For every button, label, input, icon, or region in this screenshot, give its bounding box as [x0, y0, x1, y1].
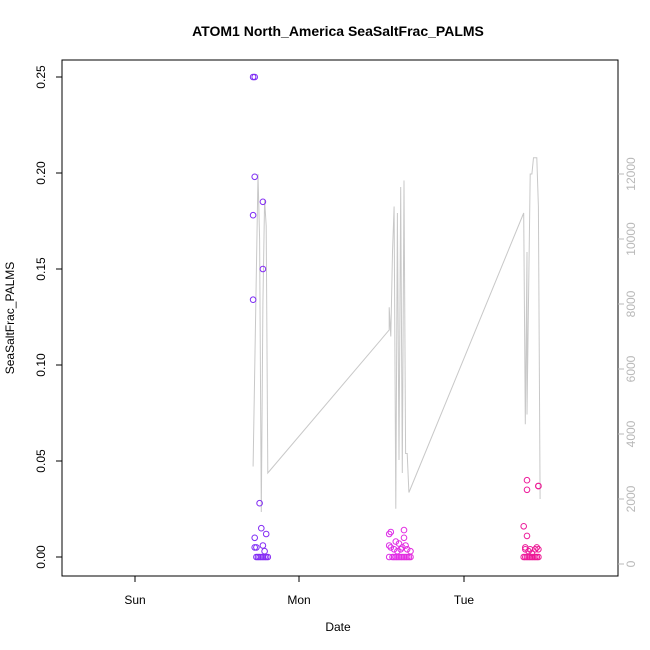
y-tick-label: 0.20 [34, 161, 48, 185]
y-axis-label: SeaSaltFrac_PALMS [3, 262, 17, 375]
data-point [249, 296, 257, 304]
data-point [251, 173, 258, 181]
scatter-points [249, 73, 542, 561]
x-tick-label: Sun [124, 593, 145, 607]
plot-frame [61, 59, 619, 577]
data-point [385, 530, 393, 538]
y2-tick-label: 2000 [624, 485, 638, 512]
x-axis: Sun Mon Tue [124, 576, 474, 607]
data-point [253, 544, 260, 551]
y-tick-label: 0.00 [34, 545, 48, 569]
data-point [533, 544, 541, 551]
altitude-line [252, 157, 541, 513]
data-point [403, 546, 411, 553]
y-axis-right: 0 2000 4000 6000 8000 10000 12000 [618, 157, 638, 567]
altitude-polyline [252, 157, 541, 513]
data-point [251, 73, 258, 81]
data-point [520, 523, 528, 530]
data-point [535, 553, 542, 561]
y-axis-left: 0.00 0.05 0.10 0.15 0.20 0.25 [34, 65, 62, 569]
y-tick-label: 0.05 [34, 449, 48, 473]
data-point [535, 482, 542, 490]
data-point [259, 198, 267, 206]
data-point [400, 534, 408, 542]
data-point [390, 546, 398, 553]
data-point [387, 544, 395, 551]
data-point [526, 546, 534, 553]
y-tick-label: 0.15 [34, 257, 48, 281]
y-tick-label: 0.25 [34, 65, 48, 89]
data-point [264, 553, 272, 561]
y2-tick-label: 8000 [624, 290, 638, 317]
data-point [523, 486, 531, 494]
data-point [522, 546, 529, 553]
data-point [251, 534, 258, 542]
data-point [402, 542, 409, 549]
x-tick-label: Mon [287, 593, 310, 607]
x-axis-label: Date [325, 620, 351, 634]
data-point [256, 499, 263, 507]
y2-tick-label: 6000 [624, 355, 638, 382]
data-point [523, 476, 531, 484]
data-point [523, 532, 531, 540]
data-point [258, 524, 265, 532]
data-point [259, 542, 267, 549]
data-point [400, 526, 408, 534]
y2-tick-label: 12000 [624, 157, 638, 191]
data-point [262, 530, 270, 538]
data-point [385, 542, 393, 549]
data-point [259, 265, 267, 273]
data-point [385, 553, 393, 561]
data-point [531, 546, 539, 553]
chart-title: ATOM1 North_America SeaSaltFrac_PALMS [192, 23, 484, 39]
y2-tick-label: 0 [624, 560, 638, 567]
data-point [407, 553, 414, 561]
data-point [395, 540, 403, 547]
data-point [261, 547, 268, 555]
data-point [535, 546, 542, 553]
y2-tick-label: 10000 [624, 222, 638, 256]
y2-tick-label: 4000 [624, 420, 638, 447]
data-point [387, 528, 395, 536]
x-tick-label: Tue [454, 593, 475, 607]
y-tick-label: 0.10 [34, 353, 48, 377]
data-point [249, 211, 257, 219]
data-point [528, 549, 536, 557]
data-point [397, 546, 405, 553]
